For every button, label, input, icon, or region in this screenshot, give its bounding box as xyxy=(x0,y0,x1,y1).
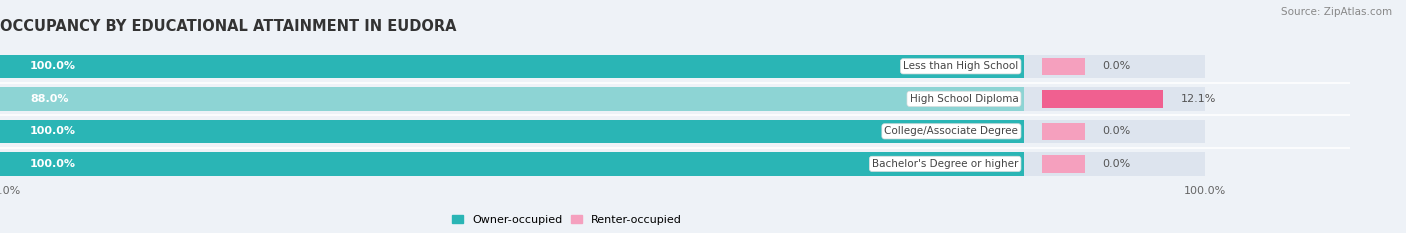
Text: Bachelor's Degree or higher: Bachelor's Degree or higher xyxy=(872,159,1018,169)
Text: 100.0%: 100.0% xyxy=(30,61,76,71)
Text: Source: ZipAtlas.com: Source: ZipAtlas.com xyxy=(1281,7,1392,17)
Text: High School Diploma: High School Diploma xyxy=(910,94,1018,104)
Text: 12.1%: 12.1% xyxy=(1181,94,1216,104)
Text: OCCUPANCY BY EDUCATIONAL ATTAINMENT IN EUDORA: OCCUPANCY BY EDUCATIONAL ATTAINMENT IN E… xyxy=(0,19,457,34)
Text: Less than High School: Less than High School xyxy=(903,61,1018,71)
Text: College/Associate Degree: College/Associate Degree xyxy=(884,126,1018,136)
Bar xyxy=(0,87,1025,110)
Bar xyxy=(0,152,1025,175)
Bar xyxy=(1042,90,1163,108)
Text: 100.0%: 100.0% xyxy=(30,126,76,136)
Text: 0.0%: 0.0% xyxy=(1102,126,1130,136)
Bar xyxy=(1042,123,1084,140)
Bar xyxy=(0,55,1025,78)
Text: 0.0%: 0.0% xyxy=(1102,159,1130,169)
Text: 100.0%: 100.0% xyxy=(30,159,76,169)
Bar xyxy=(1042,58,1084,75)
Bar xyxy=(1042,155,1084,173)
Legend: Owner-occupied, Renter-occupied: Owner-occupied, Renter-occupied xyxy=(447,210,686,229)
Bar xyxy=(0,120,1205,143)
Bar xyxy=(0,152,1205,175)
Bar xyxy=(0,55,1205,78)
Bar xyxy=(0,120,1025,143)
Text: 0.0%: 0.0% xyxy=(1102,61,1130,71)
Bar xyxy=(0,87,1205,110)
Text: 88.0%: 88.0% xyxy=(30,94,69,104)
